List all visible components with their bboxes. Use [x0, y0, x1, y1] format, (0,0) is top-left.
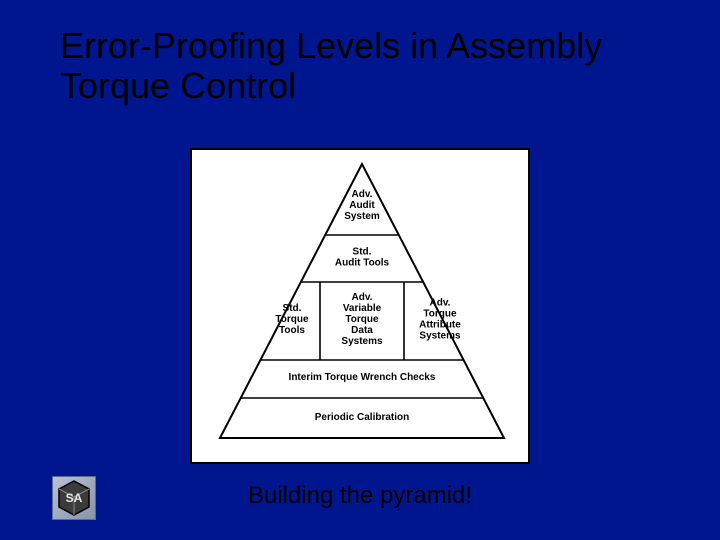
logo-icon: SA [54, 478, 94, 518]
svg-text:Interim Torque Wrench Checks: Interim Torque Wrench Checks [289, 372, 436, 383]
svg-text:Adv.AuditSystem: Adv.AuditSystem [344, 189, 380, 222]
slide-title: Error-Proofing Levels in Assembly Torque… [60, 26, 660, 107]
svg-text:Adv.VariableTorqueDataSystems: Adv.VariableTorqueDataSystems [341, 292, 383, 347]
svg-text:Std.TorqueTools: Std.TorqueTools [275, 303, 309, 336]
slide: Error-Proofing Levels in Assembly Torque… [0, 0, 720, 540]
svg-text:Std.Audit Tools: Std.Audit Tools [335, 247, 390, 269]
svg-text:Periodic Calibration: Periodic Calibration [315, 412, 409, 423]
slide-subtitle: Building the pyramid! [0, 482, 720, 510]
pyramid-container: Adv.AuditSystem Std.Audit Tools Std.Torque… [190, 148, 530, 464]
brand-logo: SA [52, 476, 96, 520]
pyramid-diagram: Adv.AuditSystem Std.Audit Tools Std.Torque… [192, 150, 532, 466]
svg-text:SA: SA [66, 491, 83, 505]
svg-text:Adv.TorqueAttributeSystems: Adv.TorqueAttributeSystems [419, 298, 461, 342]
